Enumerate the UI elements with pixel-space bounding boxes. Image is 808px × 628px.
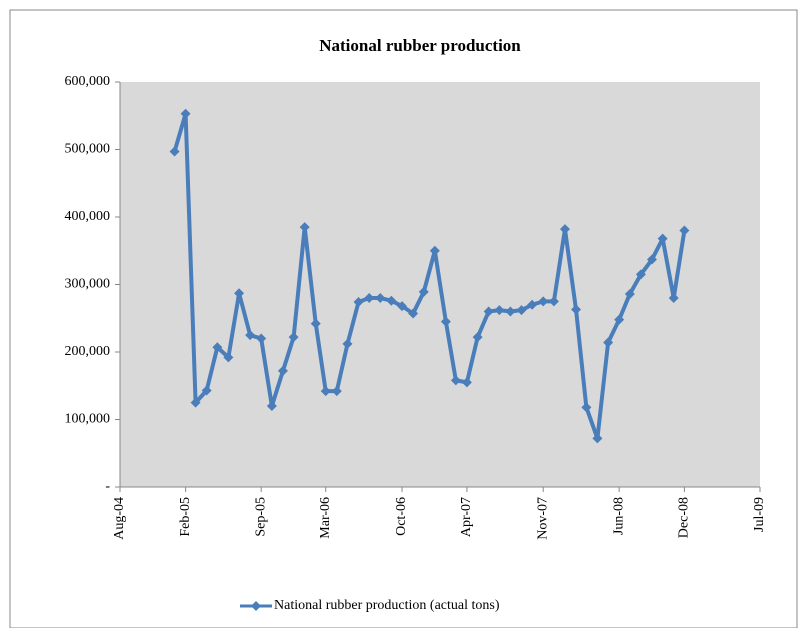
- data-marker: [483, 306, 494, 317]
- legend-marker: [251, 601, 261, 611]
- data-marker: [342, 338, 353, 349]
- data-marker: [581, 402, 592, 413]
- x-tick-label: Dec-08: [677, 497, 692, 538]
- data-marker: [668, 293, 679, 303]
- data-marker: [180, 108, 191, 119]
- data-marker: [592, 433, 603, 444]
- data-marker: [201, 385, 212, 396]
- data-marker: [494, 305, 505, 316]
- data-marker: [472, 332, 483, 343]
- y-tick-label: 200,000: [65, 344, 111, 359]
- data-marker: [288, 332, 299, 343]
- data-marker: [386, 295, 397, 306]
- data-marker: [450, 375, 461, 386]
- data-marker: [429, 245, 440, 256]
- y-tick-label: 600,000: [65, 74, 111, 89]
- x-tick-label: Aug-04: [112, 497, 127, 540]
- data-marker: [505, 306, 516, 317]
- data-marker: [603, 337, 614, 348]
- data-marker: [331, 386, 342, 397]
- data-marker: [548, 296, 559, 307]
- data-marker: [245, 330, 256, 341]
- data-marker: [223, 352, 234, 363]
- data-marker: [375, 293, 386, 303]
- y-tick-label: 300,000: [65, 277, 111, 292]
- x-tick-label: Jun-08: [611, 497, 626, 535]
- data-marker: [353, 297, 364, 308]
- y-tick-label: 500,000: [65, 142, 111, 157]
- x-tick-label: Jul-09: [752, 497, 767, 532]
- data-marker: [571, 304, 582, 315]
- x-tick-label: Feb-05: [178, 497, 193, 537]
- data-marker: [440, 316, 451, 327]
- data-marker: [516, 305, 527, 316]
- data-marker: [190, 397, 201, 408]
- data-marker: [461, 377, 472, 388]
- data-marker: [559, 224, 570, 235]
- data-marker: [277, 365, 288, 376]
- x-tick-label: Apr-07: [459, 497, 474, 537]
- data-marker: [310, 318, 321, 329]
- data-marker: [527, 299, 538, 310]
- x-tick-label: Sep-05: [253, 497, 268, 537]
- data-marker: [256, 333, 267, 344]
- data-marker: [679, 225, 690, 236]
- y-tick-label: -: [105, 479, 110, 494]
- y-tick-label: 400,000: [65, 209, 111, 224]
- data-marker: [234, 288, 245, 299]
- legend-label: National rubber production (actual tons): [274, 598, 500, 613]
- data-marker: [408, 308, 419, 319]
- data-marker: [635, 269, 646, 280]
- x-tick-label: Nov-07: [535, 497, 550, 540]
- x-tick-label: Oct-06: [394, 497, 409, 536]
- x-tick-label: Mar-06: [318, 497, 333, 539]
- data-marker: [657, 233, 668, 244]
- data-marker: [169, 146, 180, 157]
- data-marker: [624, 288, 635, 299]
- data-marker: [614, 314, 625, 325]
- data-marker: [418, 286, 429, 297]
- data-marker: [646, 254, 657, 265]
- chart-title: National rubber production: [319, 36, 521, 55]
- data-marker: [320, 386, 331, 397]
- data-marker: [364, 293, 375, 303]
- y-tick-label: 100,000: [65, 412, 111, 427]
- data-marker: [397, 301, 408, 312]
- data-marker: [299, 222, 310, 233]
- data-marker: [266, 401, 277, 411]
- data-marker: [538, 296, 549, 307]
- data-marker: [212, 342, 223, 353]
